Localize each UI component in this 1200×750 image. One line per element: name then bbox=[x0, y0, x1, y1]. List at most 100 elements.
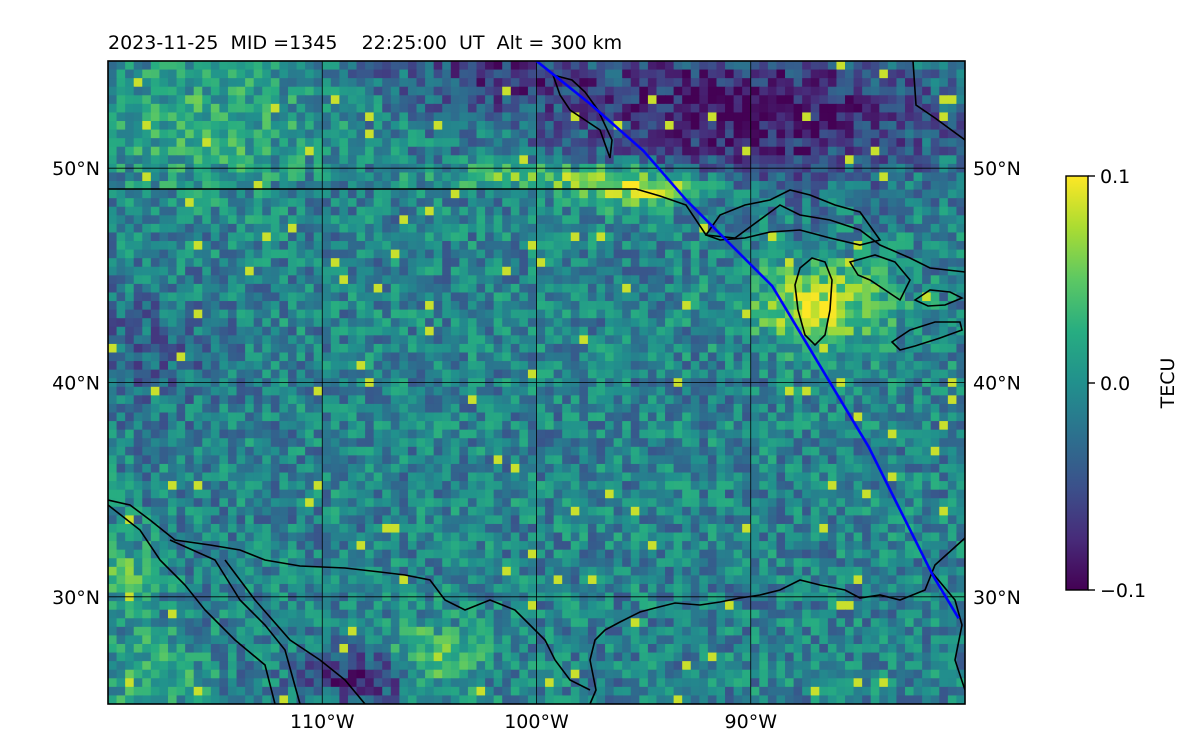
heatmap-cell bbox=[279, 78, 289, 88]
heatmap-cell bbox=[707, 352, 718, 362]
heatmap-cell bbox=[536, 403, 546, 414]
heatmap-cell bbox=[313, 78, 323, 88]
heatmap-cell bbox=[227, 395, 238, 405]
heatmap-cell bbox=[253, 103, 263, 114]
heatmap-cell bbox=[442, 369, 452, 379]
heatmap-cell bbox=[227, 198, 238, 208]
heatmap-cell bbox=[425, 309, 435, 319]
heatmap-cell bbox=[296, 103, 306, 114]
heatmap-cell bbox=[287, 206, 298, 216]
heatmap-cell bbox=[682, 403, 692, 414]
heatmap-cell bbox=[630, 421, 640, 431]
heatmap-cell bbox=[793, 438, 803, 448]
heatmap-cell bbox=[613, 343, 623, 354]
heatmap-cell bbox=[253, 421, 263, 431]
heatmap-cell bbox=[245, 438, 255, 448]
heatmap-cell bbox=[407, 361, 418, 371]
heatmap-cell bbox=[502, 69, 512, 79]
heatmap-cell bbox=[630, 189, 640, 199]
heatmap-cell bbox=[253, 438, 263, 448]
heatmap-cell bbox=[639, 121, 649, 131]
heatmap-cell bbox=[707, 69, 718, 79]
heatmap-cell bbox=[167, 318, 178, 328]
heatmap-cell bbox=[536, 181, 546, 191]
heatmap-cell bbox=[425, 275, 435, 285]
heatmap-cell bbox=[853, 335, 863, 345]
heatmap-cell bbox=[202, 369, 212, 379]
heatmap-cell bbox=[879, 412, 889, 422]
heatmap-cell bbox=[270, 386, 280, 396]
heatmap-cell bbox=[425, 155, 435, 165]
heatmap-cell bbox=[956, 395, 965, 405]
heatmap-cell bbox=[802, 78, 812, 88]
heatmap-cell bbox=[467, 326, 478, 336]
heatmap-cell bbox=[596, 206, 606, 216]
heatmap-cell bbox=[330, 223, 340, 234]
heatmap-cell bbox=[142, 249, 152, 259]
heatmap-cell bbox=[699, 78, 709, 88]
heatmap-cell bbox=[810, 258, 820, 268]
heatmap-cell bbox=[922, 215, 932, 225]
heatmap-cell bbox=[305, 343, 315, 354]
heatmap-cell bbox=[365, 369, 375, 379]
heatmap-cell bbox=[879, 181, 889, 191]
heatmap-cell bbox=[185, 241, 195, 251]
heatmap-cell bbox=[750, 155, 760, 165]
heatmap-cell bbox=[322, 301, 332, 311]
heatmap-cell bbox=[836, 403, 846, 414]
heatmap-cell bbox=[519, 266, 529, 276]
heatmap-cell bbox=[270, 103, 280, 114]
heatmap-cell bbox=[399, 103, 409, 114]
heatmap-cell bbox=[905, 215, 915, 225]
heatmap-cell bbox=[450, 386, 460, 396]
heatmap-cell bbox=[210, 292, 221, 302]
heatmap-cell bbox=[425, 386, 435, 396]
heatmap-cell bbox=[767, 181, 778, 191]
heatmap-cell bbox=[656, 343, 666, 354]
heatmap-cell bbox=[476, 343, 486, 354]
heatmap-cell bbox=[476, 301, 486, 311]
heatmap-cell bbox=[193, 429, 203, 439]
heatmap-cell bbox=[176, 386, 186, 396]
heatmap-cell bbox=[382, 215, 392, 225]
heatmap-cell bbox=[390, 249, 400, 259]
heatmap-cell bbox=[742, 412, 752, 422]
heatmap-cell bbox=[665, 386, 675, 396]
heatmap-cell bbox=[442, 446, 452, 456]
heatmap-cell bbox=[836, 386, 846, 396]
heatmap-cell bbox=[802, 421, 812, 431]
heatmap-cell bbox=[759, 249, 769, 259]
heatmap-cell bbox=[673, 241, 683, 251]
heatmap-cell bbox=[390, 283, 400, 294]
heatmap-cell bbox=[330, 318, 340, 328]
heatmap-cell bbox=[347, 343, 358, 354]
heatmap-cell bbox=[699, 292, 709, 302]
heatmap-cell bbox=[596, 412, 606, 422]
heatmap-cell bbox=[416, 335, 426, 345]
heatmap-cell bbox=[296, 481, 306, 491]
heatmap-cell bbox=[853, 241, 863, 251]
heatmap-cell bbox=[630, 266, 640, 276]
heatmap-cell bbox=[399, 438, 409, 448]
heatmap-cell bbox=[296, 283, 306, 294]
heatmap-cell bbox=[322, 429, 332, 439]
heatmap-cell bbox=[553, 206, 563, 216]
heatmap-cell bbox=[416, 301, 426, 311]
heatmap-cell bbox=[399, 292, 409, 302]
heatmap-cell bbox=[587, 129, 598, 139]
heatmap-cell bbox=[262, 198, 272, 208]
heatmap-cell bbox=[553, 103, 563, 114]
heatmap-cell bbox=[776, 258, 786, 268]
heatmap-cell bbox=[450, 361, 460, 371]
heatmap-cell bbox=[793, 335, 803, 345]
heatmap-cell bbox=[930, 455, 940, 465]
heatmap-cell bbox=[776, 206, 786, 216]
heatmap-cell bbox=[125, 455, 135, 465]
heatmap-cell bbox=[922, 103, 932, 114]
heatmap-cell bbox=[433, 463, 443, 474]
heatmap-cell bbox=[742, 138, 752, 148]
heatmap-cell bbox=[133, 446, 143, 456]
heatmap-cell bbox=[185, 352, 195, 362]
heatmap-cell bbox=[202, 86, 212, 96]
heatmap-cell bbox=[630, 112, 640, 122]
